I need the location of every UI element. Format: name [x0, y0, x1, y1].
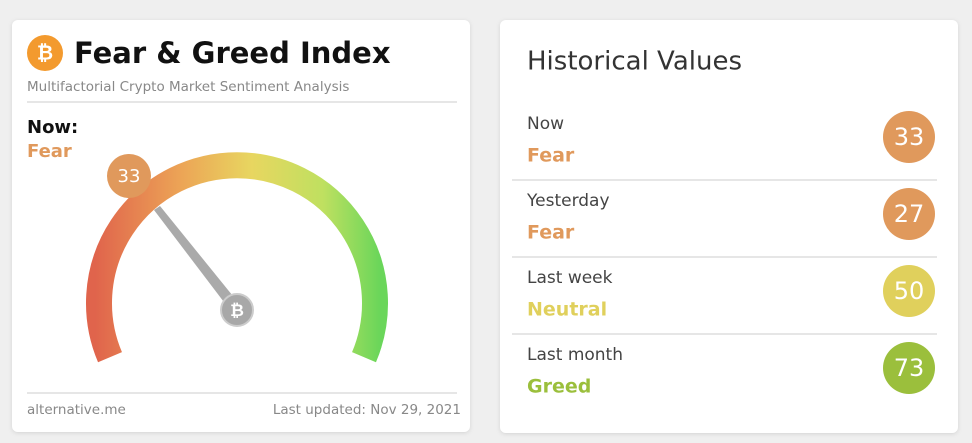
row-label: Last month: [527, 345, 623, 365]
bitcoin-symbol: ₿: [37, 41, 53, 65]
widget-title: Fear & Greed Index: [74, 36, 391, 70]
bitcoin-icon: [27, 35, 63, 71]
row-status: Greed: [527, 376, 591, 398]
now-label: Now:: [27, 117, 78, 138]
row-label: Now: [527, 114, 564, 134]
row-label: Last week: [527, 268, 613, 288]
gauge-card: [12, 20, 470, 432]
source: alternative.me: [27, 402, 126, 418]
history-card: [500, 20, 958, 433]
gauge-needle: [154, 206, 241, 314]
now-status: Fear: [27, 141, 72, 162]
gauge-arc: [86, 152, 388, 363]
row-badge: [883, 342, 935, 394]
value-label: 33: [118, 166, 141, 187]
history-rows: Now Fear 33 Yesterday Fear 27 Last week Neutral…: [512, 111, 937, 398]
row-value: 73: [894, 354, 925, 382]
row-status: Neutral: [527, 299, 607, 321]
widget-subtitle: Multifactorial Crypto Market Sentiment A…: [27, 79, 349, 95]
row-badge: [883, 265, 935, 317]
row-value: 50: [894, 277, 925, 305]
updated: Last updated: Nov 29, 2021: [273, 402, 461, 418]
hub-symbol: ₿: [230, 301, 244, 321]
row-value: 27: [894, 200, 925, 228]
row-status: Fear: [527, 145, 575, 167]
gauge-hub: [220, 293, 254, 327]
row-status: Fear: [527, 222, 575, 244]
row-value: 33: [894, 123, 925, 151]
history-title: Historical Values: [527, 47, 742, 77]
row-label: Yesterday: [526, 191, 610, 211]
row-badge: [883, 188, 935, 240]
row-badge: [883, 111, 935, 163]
value-badge: [107, 154, 151, 198]
